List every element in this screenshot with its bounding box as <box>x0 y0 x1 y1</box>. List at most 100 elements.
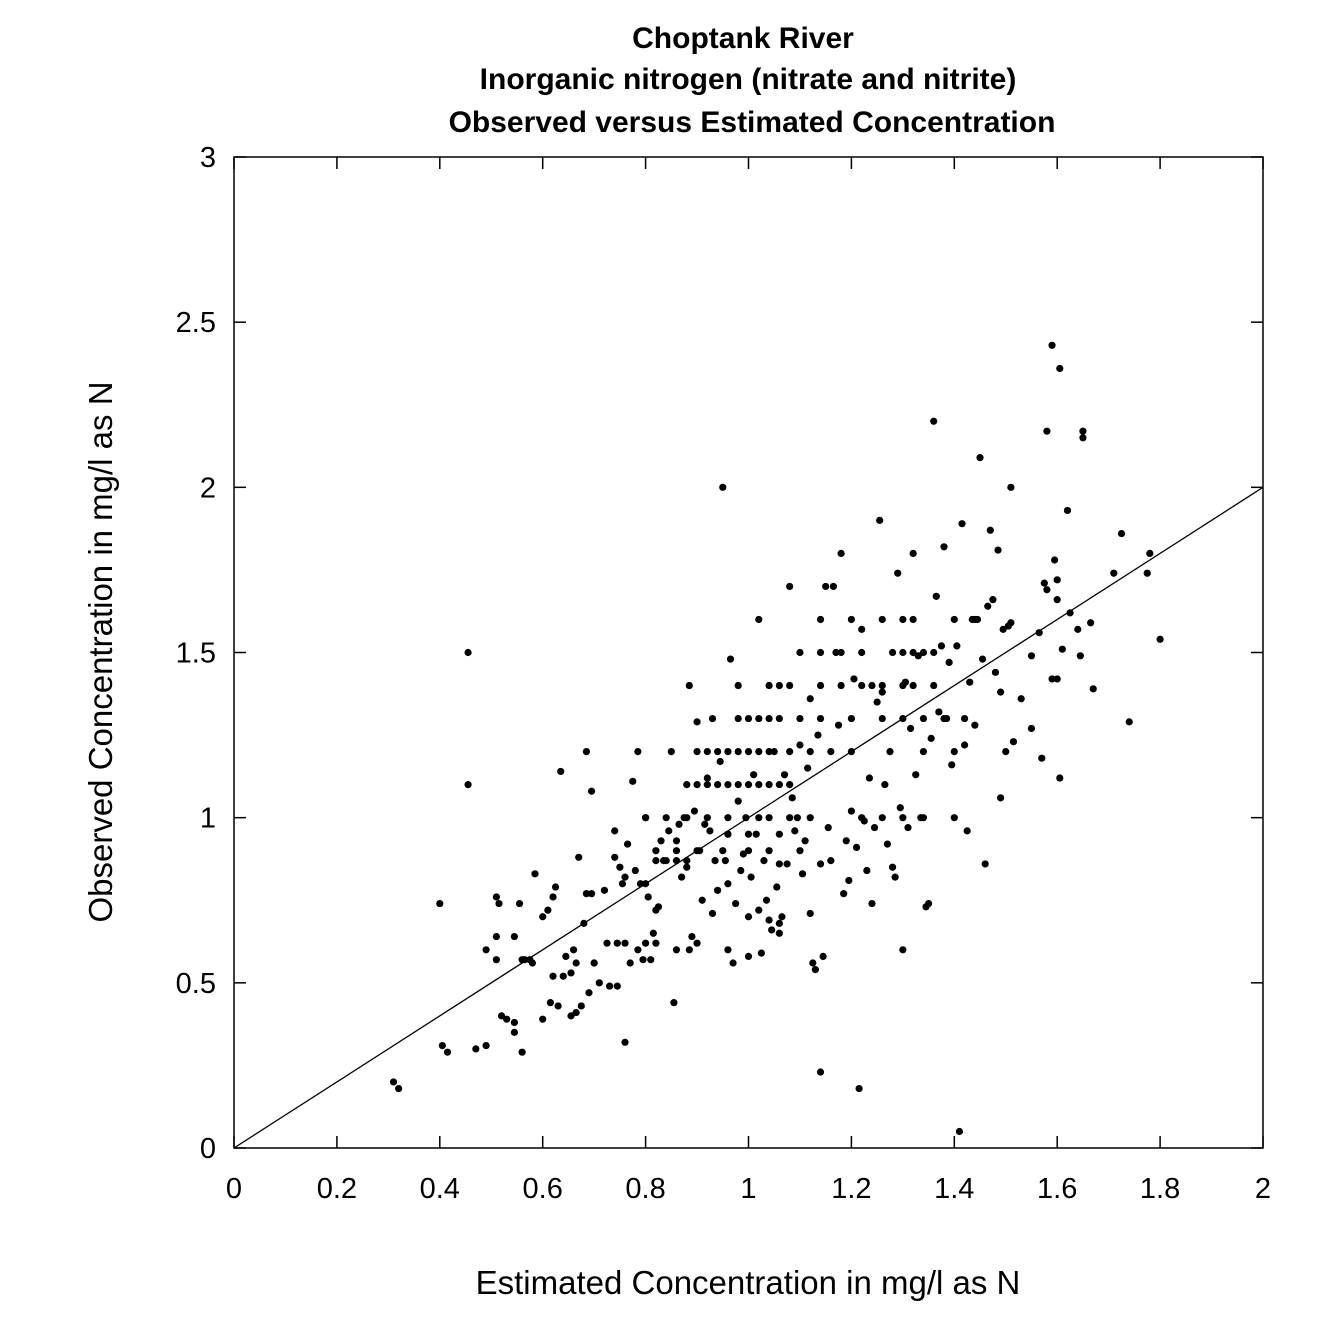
data-point <box>891 873 899 881</box>
y-tick-label: 1 <box>200 803 216 835</box>
data-point <box>1074 625 1082 633</box>
data-point <box>837 681 845 690</box>
data-point <box>755 748 763 756</box>
data-point <box>626 959 634 967</box>
data-point <box>436 899 444 908</box>
data-point <box>518 956 526 964</box>
y-tick-label: 0 <box>200 1133 216 1165</box>
data-point <box>994 546 1002 554</box>
data-point <box>958 520 966 528</box>
data-point <box>948 761 956 769</box>
x-tick-label: 0.2 <box>317 1173 357 1205</box>
data-point <box>495 899 503 908</box>
data-point <box>744 952 753 961</box>
data-point <box>639 956 647 964</box>
data-point <box>678 873 686 881</box>
data-point <box>690 807 699 815</box>
data-point <box>623 840 632 848</box>
data-point <box>518 1048 526 1056</box>
data-point <box>855 1084 863 1093</box>
data-point <box>896 804 904 812</box>
data-point <box>888 863 897 871</box>
data-point <box>580 919 588 927</box>
data-point <box>858 814 866 822</box>
data-point <box>472 1045 480 1053</box>
data-point <box>724 946 732 954</box>
data-point <box>706 827 714 835</box>
data-point <box>642 880 650 888</box>
data-point <box>778 913 786 921</box>
data-point <box>1056 774 1064 782</box>
data-point <box>605 982 614 990</box>
data-point <box>837 648 845 657</box>
data-point <box>636 880 645 888</box>
data-point <box>510 1028 519 1036</box>
data-point <box>698 896 706 904</box>
data-point <box>762 896 771 904</box>
data-point <box>492 893 500 901</box>
data-point <box>991 668 1000 676</box>
data-point <box>1048 341 1056 349</box>
data-point <box>878 681 886 690</box>
data-point <box>683 857 691 865</box>
data-point <box>955 1127 964 1136</box>
data-point <box>724 748 732 756</box>
data-point <box>858 625 866 633</box>
x-tick-label: 1.4 <box>934 1173 974 1205</box>
data-point <box>587 787 596 795</box>
data-point <box>683 863 691 871</box>
data-point <box>688 932 696 941</box>
data-point <box>582 890 591 898</box>
data-point <box>1079 434 1087 442</box>
data-point <box>966 678 974 686</box>
data-point <box>930 648 938 657</box>
data-point <box>464 781 472 789</box>
data-point <box>492 932 500 941</box>
data-point <box>886 748 894 756</box>
data-point <box>909 648 917 657</box>
chart-title-line-2: Inorganic nitrogen (nitrate and nitrite) <box>480 63 1017 96</box>
data-point <box>744 748 753 756</box>
data-point <box>559 972 567 980</box>
data-point <box>716 757 724 766</box>
data-point <box>878 714 886 723</box>
data-point <box>729 959 737 967</box>
data-point <box>755 615 763 624</box>
data-point <box>829 582 837 591</box>
plot-frame <box>233 156 1264 1149</box>
data-point <box>786 814 794 822</box>
data-point <box>685 946 693 954</box>
data-point <box>927 734 935 742</box>
data-point <box>618 880 627 888</box>
x-tick-label: 0.8 <box>625 1173 665 1205</box>
data-point <box>672 857 681 865</box>
data-point <box>906 724 915 733</box>
data-point <box>842 837 850 845</box>
data-point <box>775 781 783 789</box>
x-tick-label: 1.8 <box>1140 1173 1180 1205</box>
data-point <box>765 748 773 756</box>
data-point <box>775 919 783 927</box>
y-tick-label: 0.5 <box>176 968 216 1000</box>
data-point <box>1056 364 1064 373</box>
data-point <box>811 966 819 974</box>
data-point <box>750 771 758 779</box>
data-point <box>755 906 763 914</box>
data-point <box>595 979 603 987</box>
data-point <box>1007 619 1015 627</box>
data-point <box>796 847 804 855</box>
data-point <box>981 860 989 868</box>
data-point <box>960 741 969 749</box>
data-point <box>878 688 886 696</box>
data-point <box>930 417 938 425</box>
data-point <box>878 814 886 822</box>
data-point <box>464 648 472 657</box>
data-point <box>1058 645 1066 653</box>
data-point <box>899 714 907 723</box>
data-point <box>894 569 902 577</box>
data-point <box>683 781 691 789</box>
data-points <box>389 341 1164 1136</box>
data-point <box>775 929 783 937</box>
data-point <box>953 642 961 650</box>
data-point <box>786 582 794 591</box>
